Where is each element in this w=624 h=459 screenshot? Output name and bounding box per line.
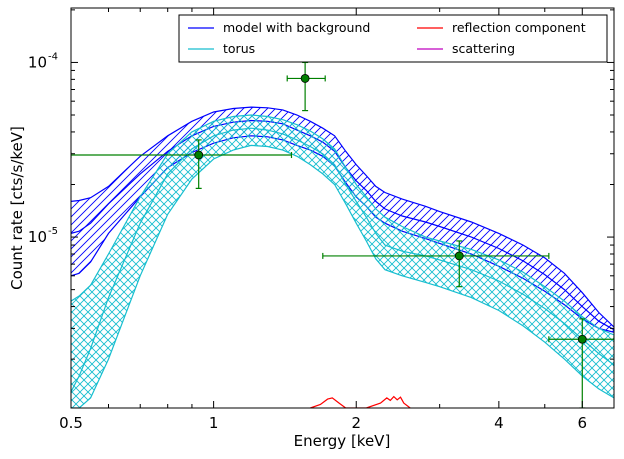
ticks: 0.5 1 2 4 610-510-4 bbox=[28, 8, 615, 432]
x-tick-label: 6 bbox=[578, 414, 588, 432]
y-tick-exponent: -4 bbox=[48, 51, 58, 62]
plot-area bbox=[71, 61, 614, 408]
data-point-1 bbox=[71, 139, 293, 189]
axes-frame bbox=[70, 7, 615, 409]
legend-frame bbox=[178, 14, 608, 63]
data-point-marker bbox=[454, 251, 464, 261]
legend-label-reflection: reflection component bbox=[452, 20, 586, 35]
series-line-torus bbox=[71, 127, 614, 393]
y-tick-exponent: -5 bbox=[48, 226, 58, 237]
band-upper-model bbox=[71, 106, 614, 328]
band-lower-torus bbox=[71, 144, 614, 408]
band-torus bbox=[71, 115, 614, 408]
legend-label-model: model with background bbox=[223, 20, 370, 35]
data-point-3 bbox=[322, 240, 550, 288]
series-line-reflection bbox=[310, 395, 411, 408]
y-tick-label: 10 bbox=[28, 228, 47, 246]
legend: model with background torus reflection c… bbox=[178, 14, 608, 63]
y-axis-label: Count rate [cts/s/keV] bbox=[8, 126, 26, 290]
data-point-2 bbox=[286, 61, 326, 112]
legend-label-torus: torus bbox=[223, 41, 255, 56]
y-tick-label: 10 bbox=[28, 53, 47, 71]
x-tick-label: 1 bbox=[209, 414, 219, 432]
data-point-marker bbox=[300, 74, 310, 83]
x-tick-label: 4 bbox=[494, 414, 504, 432]
band-upper-torus bbox=[71, 114, 614, 336]
x-tick-label: 2 bbox=[351, 414, 361, 432]
data-point-4 bbox=[548, 318, 614, 408]
x-tick-label: 0.5 bbox=[59, 414, 83, 432]
data-point-marker bbox=[577, 334, 587, 344]
x-axis-label: Energy [keV] bbox=[294, 432, 391, 450]
data-point-marker bbox=[194, 150, 204, 160]
band-model bbox=[71, 107, 614, 333]
legend-label-scattering: scattering bbox=[452, 41, 515, 56]
